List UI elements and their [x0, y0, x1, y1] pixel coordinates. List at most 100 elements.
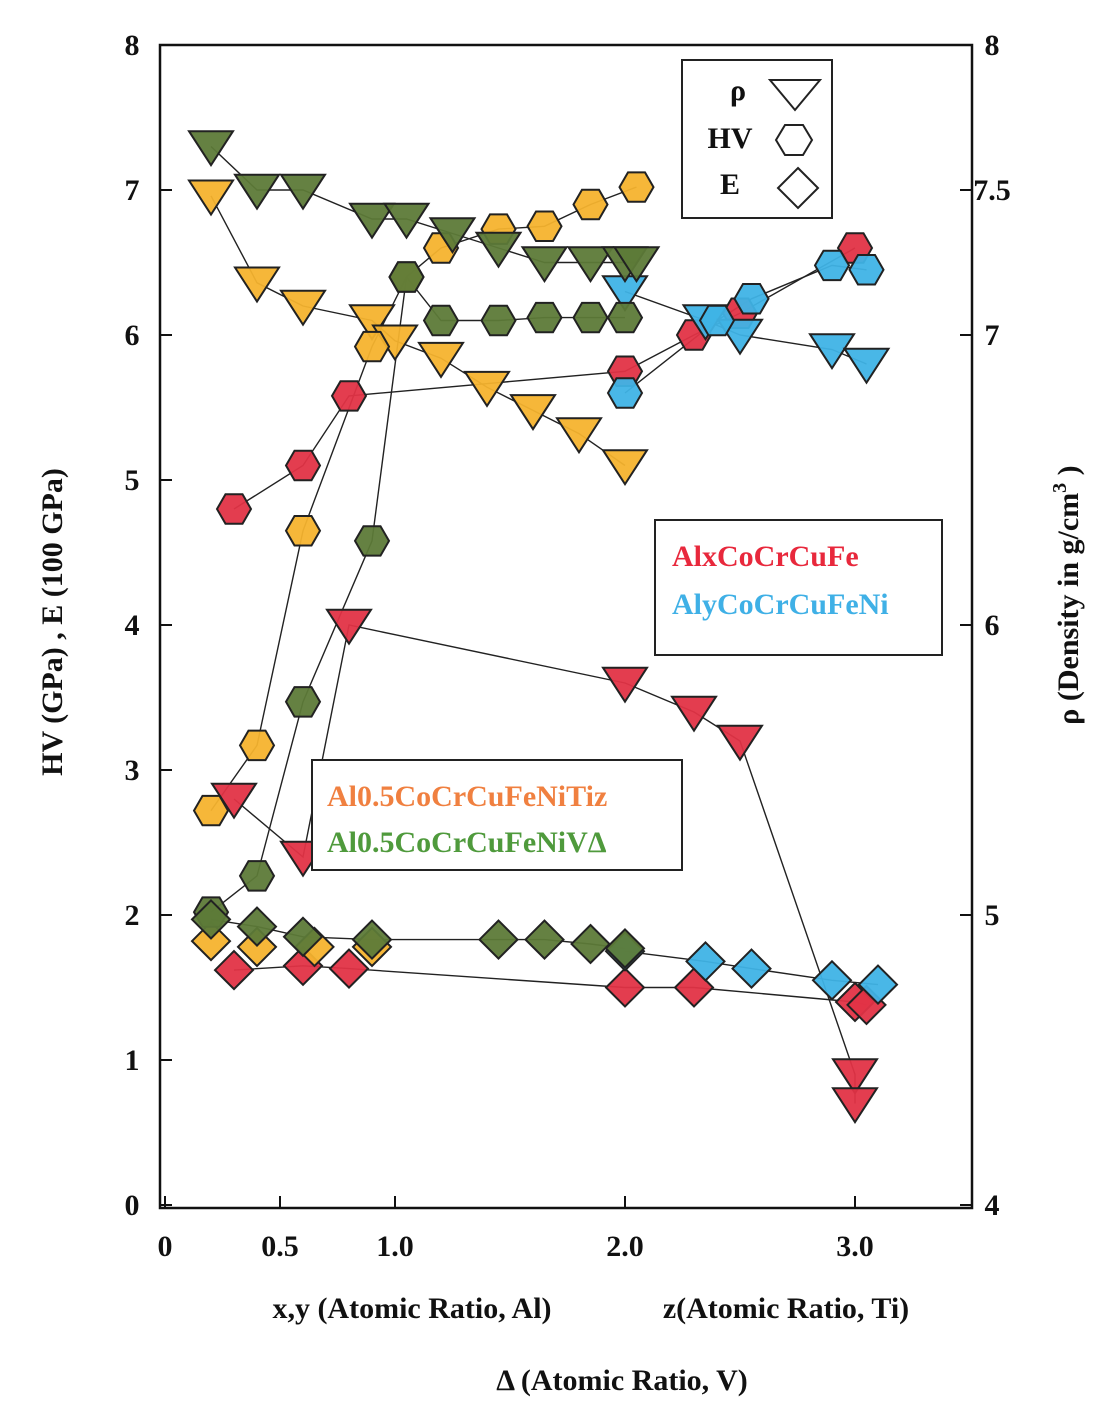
data-point-triangle-down	[509, 394, 557, 431]
data-point-triangle-down	[187, 179, 235, 217]
data-point-triangle-down	[566, 246, 615, 284]
data-point-diamond	[190, 898, 232, 940]
data-point-hexagon	[422, 304, 460, 337]
data-point-hexagon	[606, 301, 644, 334]
data-point-diamond	[570, 923, 611, 965]
data-point-triangle-down	[716, 724, 764, 762]
data-point-diamond	[478, 919, 519, 961]
series-marks	[187, 130, 899, 1125]
right-y-axis-title: ρ (Density in g/cm3 )	[1049, 465, 1085, 724]
series-line	[210, 186, 637, 812]
left-y-axis: 0 1 2 3 4 5 6 7 8	[125, 29, 172, 1222]
data-point-triangle-down	[474, 231, 523, 269]
legend-label-modulus: E	[720, 168, 740, 201]
data-point-hexagon	[606, 377, 644, 409]
legend-triangle-icon	[767, 79, 823, 112]
left-tick-label: 2	[125, 899, 140, 932]
alloy-legend-1-box	[654, 519, 943, 656]
data-point-hexagon	[238, 729, 276, 762]
data-point-hexagon	[733, 283, 770, 315]
x-axis-title-ti: z(Atomic Ratio, Ti)	[663, 1292, 909, 1325]
left-tick-label: 4	[125, 609, 140, 642]
data-point-triangle-down	[279, 289, 327, 327]
data-point-triangle-down	[187, 130, 235, 168]
left-tick-label: 1	[125, 1044, 140, 1077]
data-point-diamond	[282, 916, 324, 958]
right-y-axis-title-superscript: 3	[1049, 483, 1071, 493]
data-point-hexagon	[813, 249, 851, 282]
x-tick-label: 0.5	[261, 1230, 299, 1263]
left-tick-label: 7	[125, 174, 140, 207]
left-tick-label: 6	[125, 319, 140, 352]
data-point-diamond	[604, 927, 646, 969]
data-point-hexagon	[215, 493, 253, 525]
left-tick-label: 8	[125, 29, 140, 62]
legend-alloy-ti: Al0.5CoCrCuFeNiTiz	[327, 780, 607, 813]
data-point-hexagon	[388, 261, 425, 293]
series-line	[233, 624, 856, 1104]
x-axis-title-al: x,y (Atomic Ratio, Al)	[272, 1292, 551, 1325]
legend-diamond-icon	[776, 166, 820, 210]
data-point-triangle-down	[417, 341, 465, 379]
left-y-axis-title: HV (GPa) , E (100 GPa)	[36, 468, 69, 776]
data-point-hexagon	[353, 525, 391, 557]
legend-label-density: ρ	[730, 74, 746, 107]
data-point-hexagon	[698, 304, 736, 337]
data-point-hexagon	[572, 188, 609, 221]
data-point-hexagon	[618, 171, 655, 203]
data-point-hexagon	[526, 210, 563, 242]
data-point-triangle-down	[348, 202, 396, 240]
data-point-diamond	[857, 964, 899, 1006]
right-tick-label: 4	[985, 1189, 1000, 1222]
data-point-triangle-down	[842, 347, 891, 385]
data-point-triangle-down	[555, 417, 603, 455]
data-point-hexagon	[284, 686, 322, 718]
legend-hexagon-icon	[774, 124, 814, 156]
data-point-hexagon	[572, 301, 609, 334]
data-point-triangle-down	[670, 695, 718, 733]
right-tick-label: 6	[985, 609, 1000, 642]
data-point-hexagon	[284, 449, 322, 482]
plot-frame	[158, 43, 974, 1210]
data-point-diamond	[811, 959, 853, 1001]
marker-legend: ρ HV E	[681, 59, 833, 219]
data-point-triangle-down	[233, 173, 281, 211]
data-point-diamond	[328, 948, 370, 990]
x-tick-label: 2.0	[606, 1230, 644, 1263]
data-point-diamond	[351, 919, 393, 961]
legend-alloy-aly: AlyCoCrCuFeNi	[672, 588, 889, 621]
legend-label-hardness: HV	[708, 122, 753, 155]
data-point-hexagon	[848, 254, 885, 286]
data-point-diamond	[190, 920, 232, 962]
alloy-legend-1: AlxCoCrCuFe AlyCoCrCuFeNi	[654, 519, 943, 656]
left-tick-label: 5	[125, 464, 140, 497]
series-line	[210, 195, 626, 467]
right-y-axis: 4 5 6 7 7.5 8	[960, 29, 1011, 1222]
data-point-triangle-down	[279, 173, 327, 211]
legend-alloy-v: Al0.5CoCrCuFeNiVΔ	[327, 826, 607, 859]
x-axis: 0 0.5 1.0 2.0 3.0	[158, 1196, 874, 1263]
right-y-axis-title-end: )	[1052, 465, 1085, 483]
data-point-hexagon	[480, 304, 517, 337]
data-point-hexagon	[284, 515, 322, 547]
x-tick-label: 0	[158, 1230, 173, 1263]
data-point-hexagon	[353, 330, 391, 363]
data-point-triangle-down	[831, 1087, 879, 1125]
data-point-hexagon	[330, 380, 368, 412]
data-point-hexagon	[238, 860, 276, 892]
data-point-triangle-down	[612, 246, 661, 284]
x-axis-title-v: Δ (Atomic Ratio, V)	[496, 1364, 748, 1397]
data-point-diamond	[213, 949, 255, 991]
data-point-triangle-down	[831, 1058, 879, 1096]
data-point-diamond	[604, 967, 646, 1008]
data-point-diamond	[236, 906, 278, 948]
data-point-triangle-down	[428, 217, 477, 255]
data-point-triangle-down	[601, 666, 649, 704]
data-point-triangle-down	[808, 333, 856, 371]
data-point-diamond	[524, 919, 565, 961]
x-tick-label: 1.0	[376, 1230, 414, 1263]
series-line	[210, 275, 625, 913]
data-point-diamond	[685, 940, 726, 982]
data-point-triangle-down	[325, 608, 373, 646]
